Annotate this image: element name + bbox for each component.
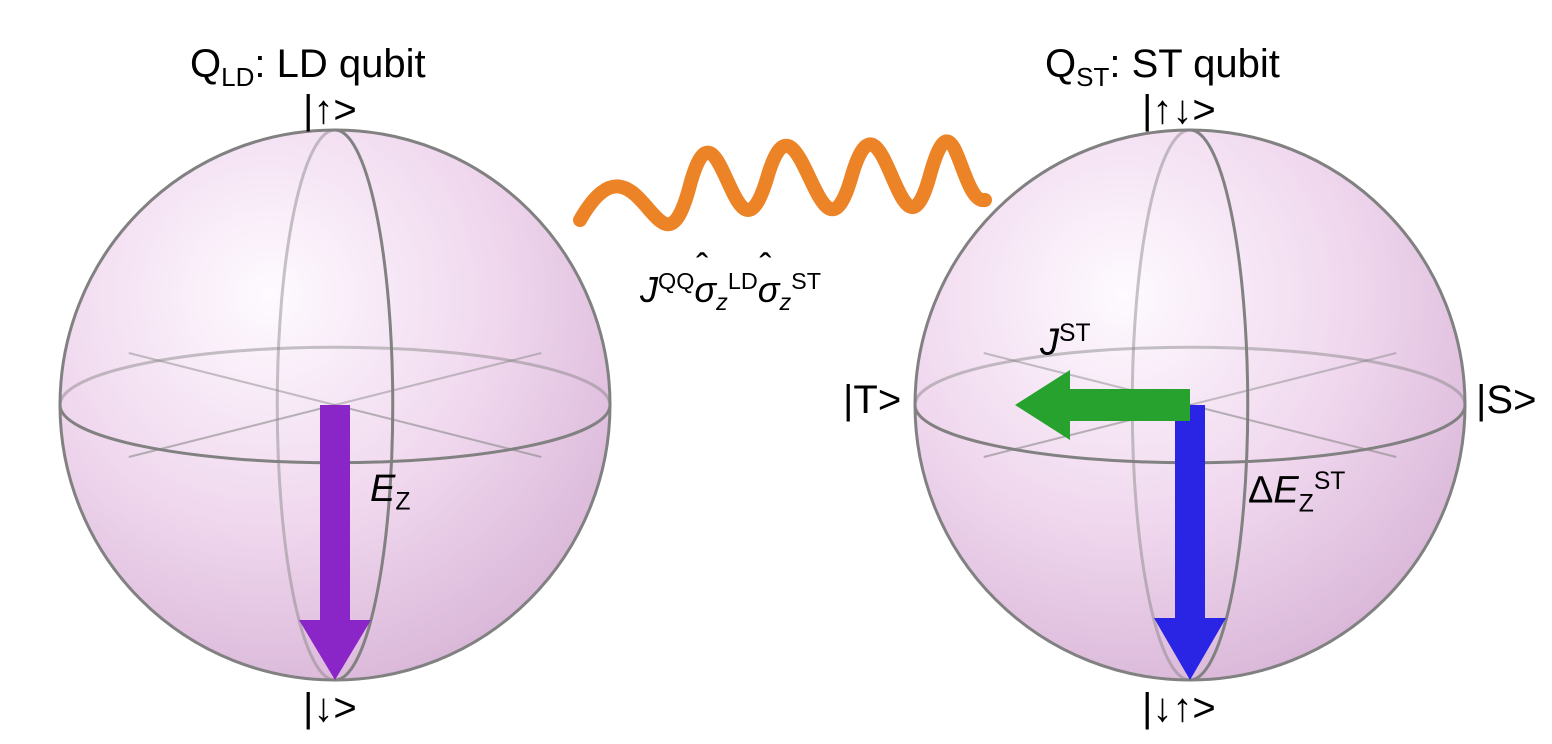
jst-arrow <box>0 0 10 10</box>
left-title: QLD: LD qubit <box>190 42 426 93</box>
right-bottom-state: |↓↑> <box>1142 686 1216 731</box>
right-top-state: |↑↓> <box>1142 88 1216 133</box>
figure-root: QLD: LD qubit QST: ST qubit |↑> |↓> |↑↓> |↓↑>… <box>0 0 1552 744</box>
delta-ez-label: ΔEZST <box>1248 468 1345 518</box>
right-title: QST: ST qubit <box>1045 42 1280 93</box>
left-bottom-state: |↓> <box>303 686 357 731</box>
right-T-state: |T> <box>843 378 901 423</box>
right-S-state: |S> <box>1476 378 1536 423</box>
left-top-state: |↑> <box>303 88 357 133</box>
ez-label: EZ <box>370 468 410 517</box>
jst-label: JST <box>1040 320 1091 365</box>
coupling-label: JQQσˆzLDσˆzST <box>640 268 821 316</box>
